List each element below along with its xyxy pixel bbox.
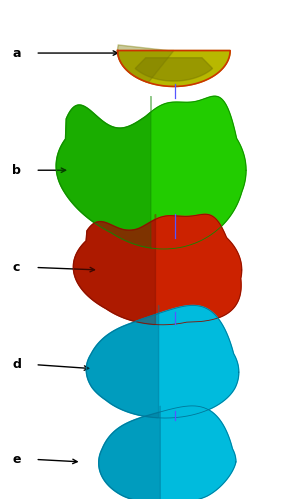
Text: e: e [12,453,21,466]
Polygon shape [73,214,242,325]
Polygon shape [117,50,230,86]
Polygon shape [86,306,159,418]
Polygon shape [86,306,239,418]
Polygon shape [56,96,246,249]
Polygon shape [135,58,213,81]
Polygon shape [99,406,160,500]
Polygon shape [73,214,155,325]
Text: d: d [12,358,21,371]
Polygon shape [117,45,174,82]
Polygon shape [56,96,151,249]
Text: c: c [12,261,20,274]
Polygon shape [99,406,236,500]
Text: a: a [12,46,21,60]
Text: b: b [12,164,21,176]
